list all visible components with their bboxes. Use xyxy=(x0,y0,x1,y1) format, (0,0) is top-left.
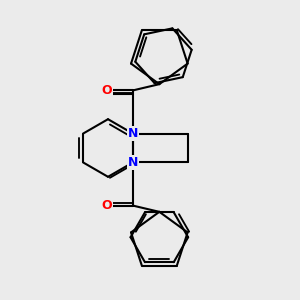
Text: O: O xyxy=(101,84,112,97)
Text: N: N xyxy=(128,156,138,169)
Text: O: O xyxy=(101,199,112,212)
Text: N: N xyxy=(128,127,138,140)
